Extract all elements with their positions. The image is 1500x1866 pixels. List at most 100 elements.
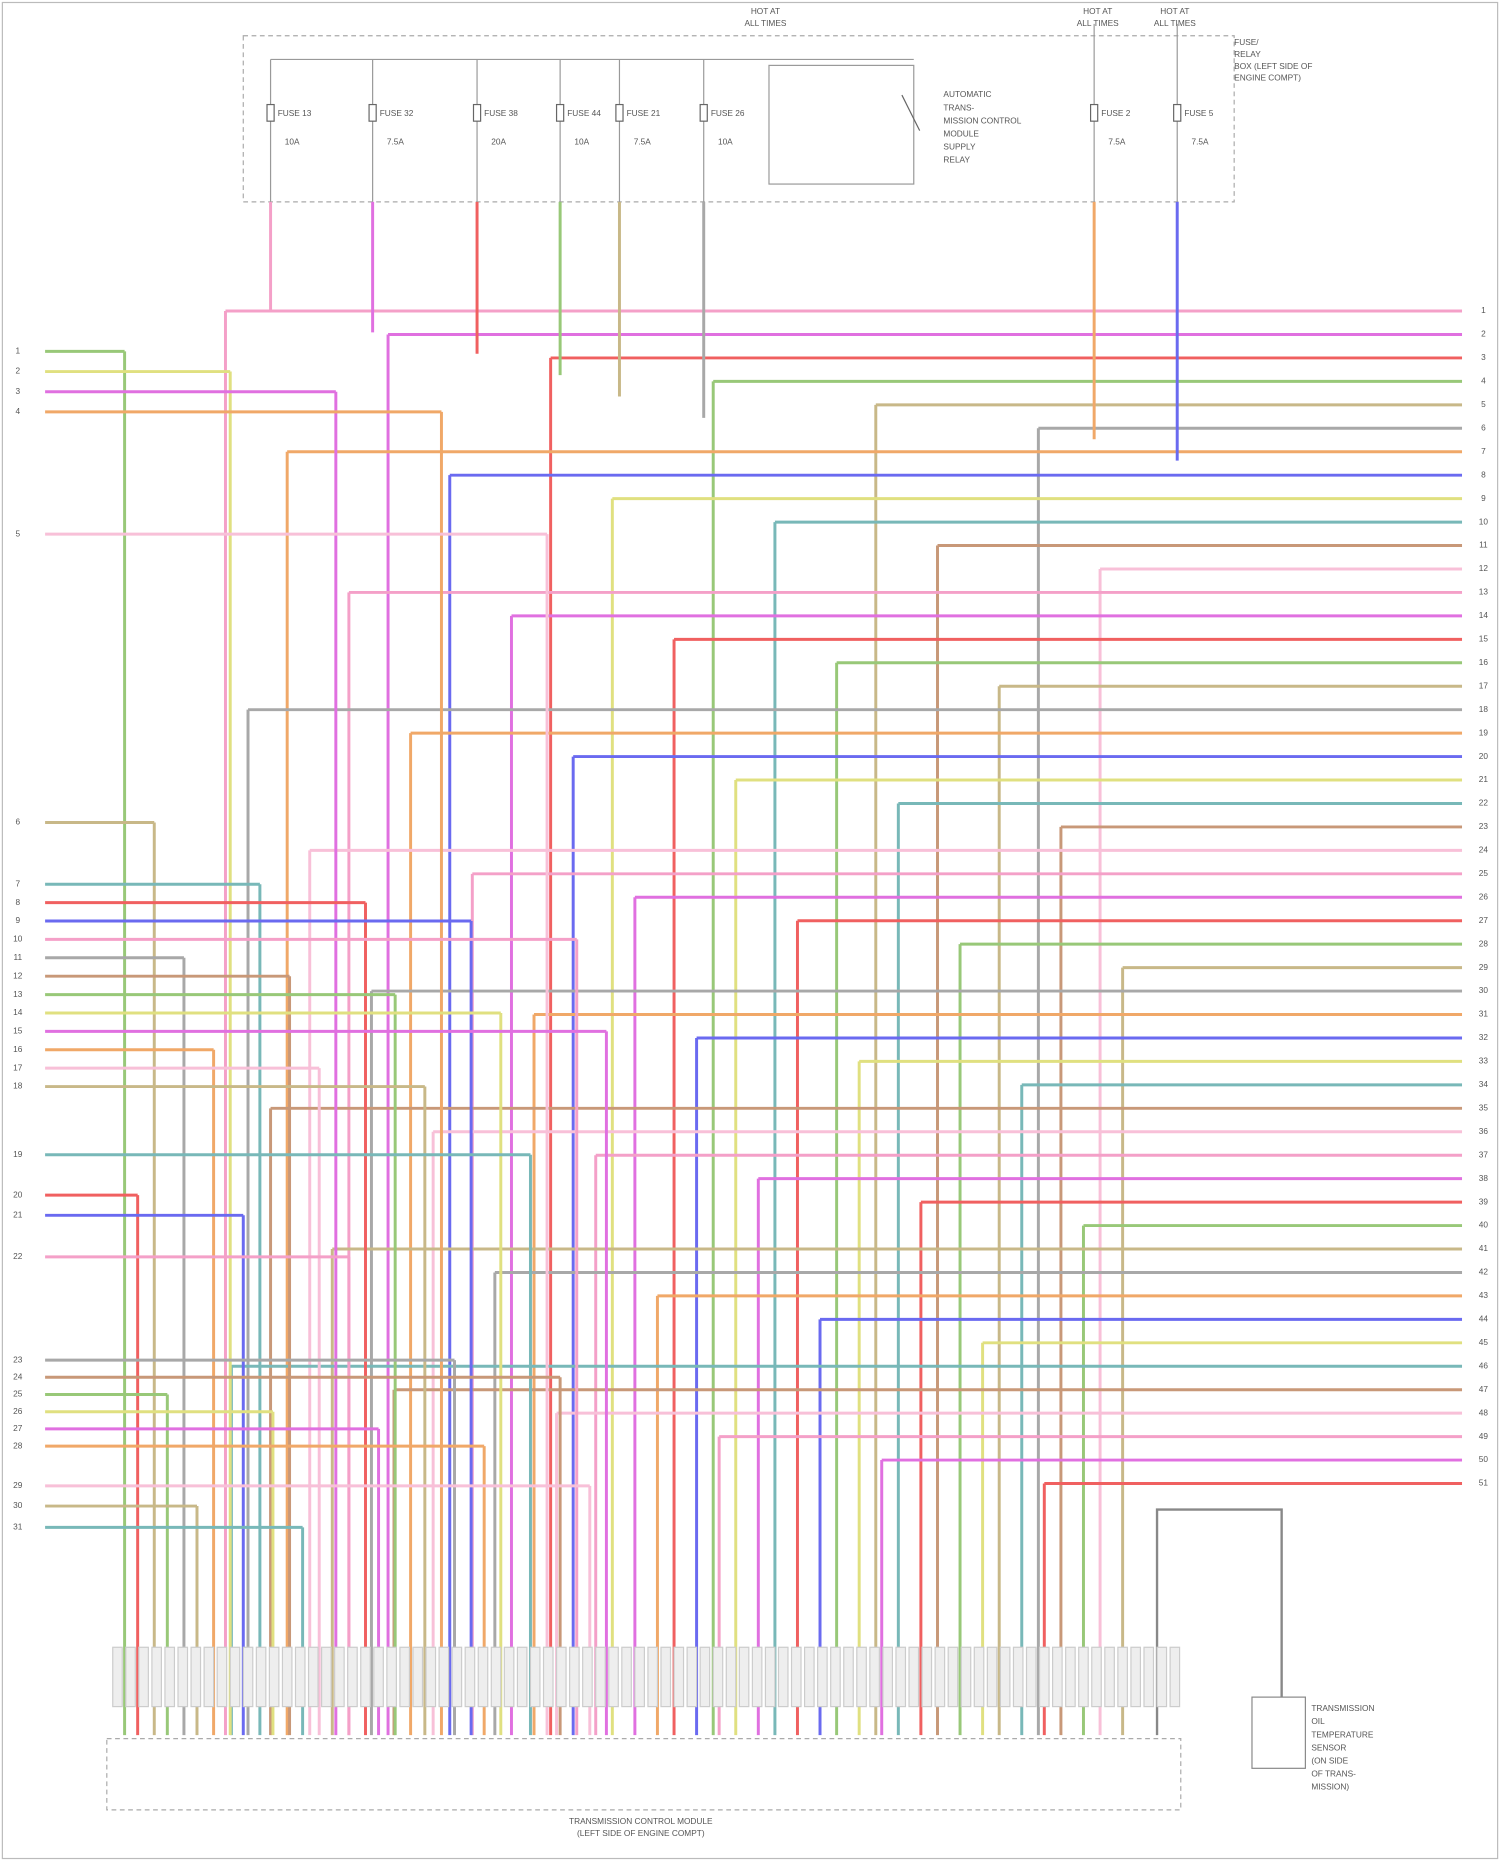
right-pin-number: 14 xyxy=(1479,610,1489,620)
right-pin-number: 6 xyxy=(1481,422,1486,432)
sensor-box xyxy=(1251,1696,1306,1769)
connector-pin xyxy=(1038,1646,1050,1708)
fuse xyxy=(699,103,708,122)
connector-pin xyxy=(1052,1646,1063,1708)
connector-pin xyxy=(908,1646,920,1708)
right-pin-number: 35 xyxy=(1479,1103,1489,1113)
fuse-box xyxy=(242,35,1235,203)
connector-pin xyxy=(464,1646,476,1708)
connector-pin xyxy=(307,1646,319,1708)
right-pin-number: 33 xyxy=(1479,1056,1489,1066)
right-pin-number: 24 xyxy=(1479,845,1489,855)
right-pin-number: 3 xyxy=(1481,352,1486,362)
right-pin-number: 44 xyxy=(1479,1314,1489,1324)
right-pin-number: 11 xyxy=(1479,540,1488,550)
left-pin-number: 2 xyxy=(15,366,20,376)
connector-pin xyxy=(830,1646,841,1708)
connector-pin xyxy=(451,1646,463,1708)
right-pin-number: 49 xyxy=(1479,1431,1489,1441)
fuse-amps: 7.5A xyxy=(1191,137,1209,147)
right-pin-number: 42 xyxy=(1479,1267,1489,1277)
right-pin-number: 50 xyxy=(1479,1454,1489,1464)
left-pin-number: 8 xyxy=(15,897,20,907)
connector-pin xyxy=(399,1646,411,1708)
fuse-amps: 10A xyxy=(574,137,589,147)
left-pin-number: 16 xyxy=(13,1044,23,1054)
left-pin-number: 4 xyxy=(15,406,20,416)
connector-pin xyxy=(555,1646,567,1708)
right-pin-number: 15 xyxy=(1479,634,1489,644)
connector-pin xyxy=(712,1646,724,1708)
fuse-box-label: RELAY xyxy=(1234,49,1261,59)
connector-pin xyxy=(216,1646,228,1708)
connector-pin xyxy=(738,1646,750,1708)
connector-pin xyxy=(425,1646,437,1708)
fuse xyxy=(1089,103,1099,122)
right-pin-number: 34 xyxy=(1479,1079,1489,1089)
hot-label: ALL TIMES xyxy=(744,18,786,28)
fuse-amps: 7.5A xyxy=(387,137,405,147)
connector-pin xyxy=(477,1646,489,1708)
connector-pin xyxy=(268,1646,280,1708)
right-pin-number: 37 xyxy=(1479,1149,1489,1159)
connector-pin xyxy=(229,1646,241,1708)
right-pin-number: 13 xyxy=(1479,587,1489,597)
connector-pin xyxy=(960,1646,972,1708)
right-pin-number: 51 xyxy=(1479,1478,1489,1488)
right-pin-number: 19 xyxy=(1479,727,1489,737)
connector-pin xyxy=(921,1646,933,1708)
connector-pin xyxy=(190,1646,202,1708)
left-pin-number: 6 xyxy=(15,817,20,827)
left-pin-number: 13 xyxy=(13,989,23,999)
connector-pin xyxy=(973,1646,985,1708)
connector-pin xyxy=(1117,1646,1128,1708)
right-pin-number: 12 xyxy=(1479,563,1489,573)
right-pin-number: 45 xyxy=(1479,1337,1489,1347)
connector-pin xyxy=(1012,1646,1024,1708)
left-pin-number: 22 xyxy=(13,1251,23,1261)
connector-pin xyxy=(595,1646,606,1708)
fuse-amps: 10A xyxy=(285,137,300,147)
fuse xyxy=(368,103,377,122)
connector-pin xyxy=(1130,1646,1142,1708)
connector-pin xyxy=(334,1646,345,1708)
right-pin-number: 47 xyxy=(1479,1384,1489,1394)
left-pin-number: 17 xyxy=(13,1062,23,1072)
hot-label: HOT AT xyxy=(1160,6,1189,16)
fuse-name: FUSE 2 xyxy=(1101,108,1130,118)
left-pin-number: 3 xyxy=(15,386,20,396)
left-pin-number: 20 xyxy=(13,1189,23,1199)
left-pin-number: 28 xyxy=(13,1440,23,1450)
left-pin-number: 7 xyxy=(15,878,20,888)
connector-pin xyxy=(542,1646,554,1708)
relay-label: MODULE xyxy=(943,128,979,138)
module-label: (LEFT SIDE OF ENGINE COMPT) xyxy=(577,1828,705,1838)
relay-label: MISSION CONTROL xyxy=(943,115,1021,125)
fuse-name: FUSE 26 xyxy=(711,108,745,118)
right-pin-number: 48 xyxy=(1479,1407,1489,1417)
relay-switch xyxy=(901,94,921,131)
right-pin-number: 23 xyxy=(1479,821,1489,831)
fuse-name: FUSE 38 xyxy=(484,108,518,118)
left-pin-number: 25 xyxy=(13,1389,23,1399)
left-pin-number: 10 xyxy=(13,934,23,944)
right-pin-number: 22 xyxy=(1479,798,1489,808)
fuse-amps: 7.5A xyxy=(634,137,652,147)
connector-pin xyxy=(569,1646,580,1708)
right-pin-number: 30 xyxy=(1479,985,1489,995)
right-pin-number: 18 xyxy=(1479,704,1489,714)
connector-pin xyxy=(242,1646,254,1708)
right-pin-number: 28 xyxy=(1479,938,1489,948)
left-pin-number: 30 xyxy=(13,1500,23,1510)
right-pin-number: 27 xyxy=(1479,915,1489,925)
hot-label: HOT AT xyxy=(1083,6,1112,16)
sensor-label: MISSION) xyxy=(1311,1781,1349,1791)
connector-pin xyxy=(621,1646,632,1708)
sensor-label: OIL xyxy=(1311,1716,1325,1726)
relay-label: RELAY xyxy=(943,155,970,165)
fuse xyxy=(1173,103,1182,122)
sensor-wire xyxy=(1155,1508,1283,1736)
connector-pin xyxy=(529,1646,541,1708)
module-box xyxy=(106,1738,1182,1811)
